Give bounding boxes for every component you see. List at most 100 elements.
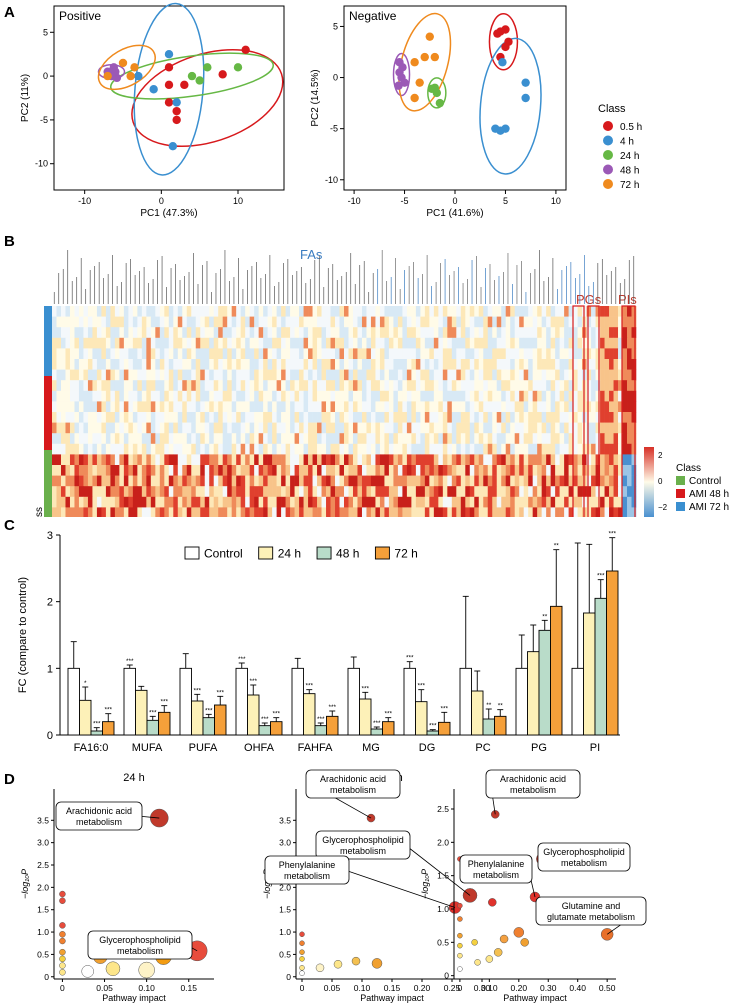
heatmap-cell: [200, 390, 206, 402]
heatmap-cell: [388, 337, 394, 349]
heatmap-cell: [326, 348, 331, 360]
heatmap-cell: [622, 369, 628, 381]
heatmap-cell: [146, 359, 152, 370]
heatmap-cell: [357, 316, 363, 328]
heatmap-cell: [173, 390, 179, 402]
heatmap-cell: [168, 465, 174, 476]
heatmap-cell: [83, 422, 89, 434]
significance-mark: ***: [93, 721, 101, 728]
x-tick-label: 0: [300, 983, 305, 993]
heatmap-cell: [60, 359, 66, 370]
heatmap-cell: [564, 475, 569, 487]
heatmap-cell: [487, 359, 493, 370]
heatmap-cell: [285, 316, 291, 328]
heatmap-cell: [141, 507, 147, 517]
heatmap-cell: [577, 401, 583, 413]
heatmap-cell: [514, 433, 520, 445]
heatmap-cell: [420, 496, 426, 508]
heatmap-cell: [168, 412, 174, 423]
heatmap-cell: [52, 443, 57, 455]
heatmap-cell: [604, 465, 610, 476]
heatmap-cell: [465, 337, 471, 349]
heatmap-cell: [101, 369, 107, 381]
heatmap-cell: [83, 507, 89, 517]
heatmap-cell: [433, 348, 439, 360]
heatmap-cell: [528, 348, 533, 360]
heatmap-cell: [141, 369, 147, 381]
bar: [571, 667, 584, 736]
heatmap-cell: [339, 496, 345, 508]
plot-title: Negative: [349, 9, 397, 23]
heatmap-cell: [299, 306, 304, 317]
y-tick-label: 5: [43, 27, 48, 37]
heatmap-cell: [474, 433, 480, 445]
y-tick-label: 3.5: [279, 815, 291, 825]
heatmap-cell: [613, 337, 619, 349]
heatmap-cell: [195, 465, 201, 476]
heatmap-cell: [303, 475, 309, 487]
heatmap-cell: [330, 496, 336, 508]
heatmap-cell: [352, 380, 358, 392]
heatmap-cell: [128, 348, 134, 360]
heatmap-legend: Class Control AMI 48 h AMI 72 h: [676, 463, 729, 513]
heatmap-cell: [119, 433, 125, 445]
heatmap-cell: [227, 507, 232, 517]
heatmap-cell: [559, 443, 565, 455]
panel-label-c: C: [4, 517, 15, 534]
heatmap-cell: [155, 306, 161, 317]
heatmap-cell: [74, 443, 80, 455]
heatmap-cell: [505, 327, 511, 339]
heatmap-cell: [609, 390, 614, 402]
heatmap-cell: [290, 507, 295, 517]
heatmap-cell: [101, 337, 107, 349]
heatmap-cell: [200, 507, 206, 517]
heatmap-cell: [451, 359, 457, 370]
heatmap-cell: [132, 433, 138, 445]
heatmap-cell: [348, 454, 354, 466]
heatmap-cell: [263, 348, 268, 360]
heatmap-cell: [375, 465, 381, 476]
heatmap-cell: [60, 433, 66, 445]
heatmap-cell: [397, 454, 403, 466]
heatmap-cell: [182, 359, 188, 370]
heatmap-cell: [519, 327, 524, 339]
heatmap-cell: [352, 327, 358, 339]
heatmap-cell: [114, 433, 120, 445]
heatmap-cell: [186, 507, 192, 517]
pca-point: [430, 52, 440, 62]
heatmap-cell: [105, 465, 111, 476]
heatmap-cell: [357, 507, 363, 517]
heatmap-cell: [451, 337, 457, 349]
heatmap-cell: [532, 507, 538, 517]
heatmap-cell: [348, 465, 354, 476]
heatmap-cell: [146, 507, 152, 517]
heatmap-cell: [281, 316, 286, 328]
heatmap-cell: [361, 433, 367, 445]
heatmap-cell: [357, 390, 363, 402]
heatmap-cell: [600, 359, 605, 370]
heatmap-cell: [60, 306, 66, 317]
heatmap-cell: [384, 507, 390, 517]
heatmap-cell: [222, 348, 228, 360]
heatmap-cell: [150, 337, 156, 349]
heatmap-cell: [303, 422, 309, 434]
heatmap-cell: [613, 327, 619, 339]
heatmap-cell: [231, 422, 237, 434]
heatmap-cell: [110, 359, 116, 370]
heatmap-cell: [74, 454, 80, 466]
heatmap-cell: [519, 390, 524, 402]
heatmap-cell: [375, 327, 381, 339]
heatmap-cell: [105, 369, 111, 381]
heatmap-cell: [600, 465, 605, 476]
heatmap-cell: [402, 465, 408, 476]
heatmap-cell: [128, 465, 134, 476]
pathway-bubble-48h: 48 h00.050.100.150.200.250.3000.51.01.52…: [262, 769, 491, 1003]
heatmap-cell: [164, 306, 170, 317]
heatmap-cell: [87, 433, 93, 445]
heatmap-cell: [429, 316, 435, 328]
heatmap-cell: [528, 359, 533, 370]
heatmap-cell: [114, 496, 120, 508]
heatmap-cell: [595, 422, 601, 434]
heatmap-cell: [613, 443, 619, 455]
heatmap-cell: [128, 496, 134, 508]
